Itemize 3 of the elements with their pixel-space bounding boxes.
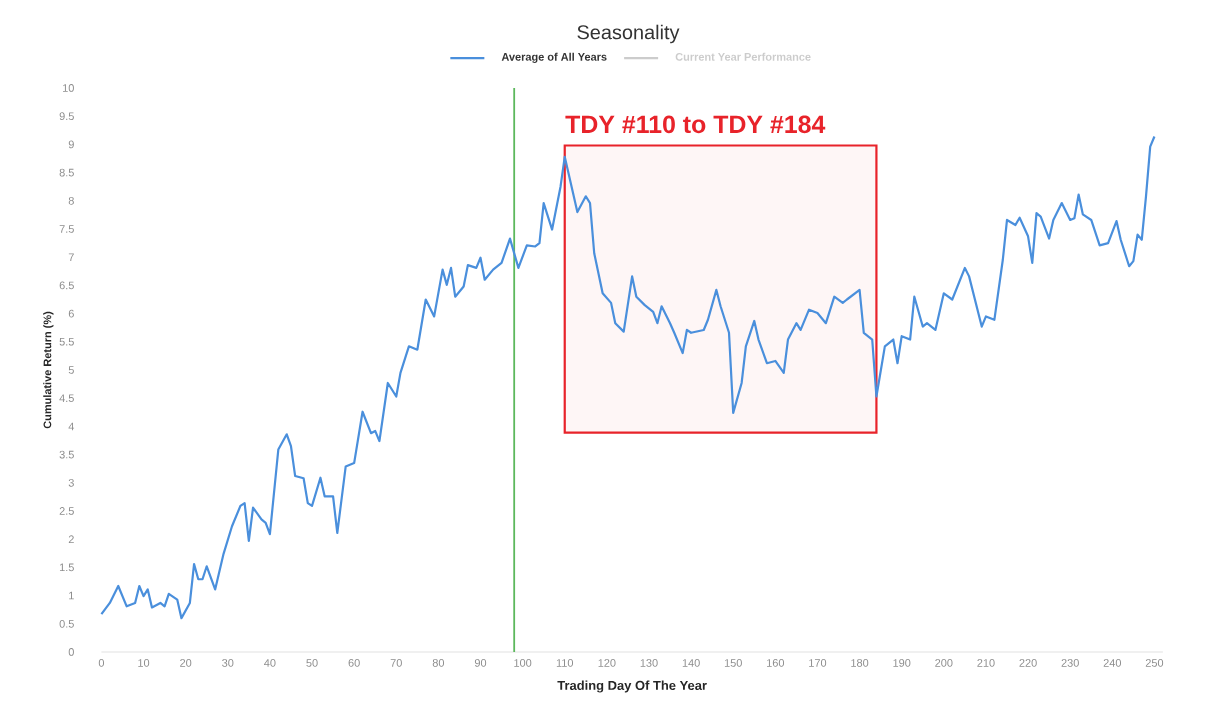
band-label: TDY #110 to TDY #184 [565, 115, 826, 134]
line-series [100, 135, 1156, 620]
chart-title: Seasonality [577, 24, 680, 44]
